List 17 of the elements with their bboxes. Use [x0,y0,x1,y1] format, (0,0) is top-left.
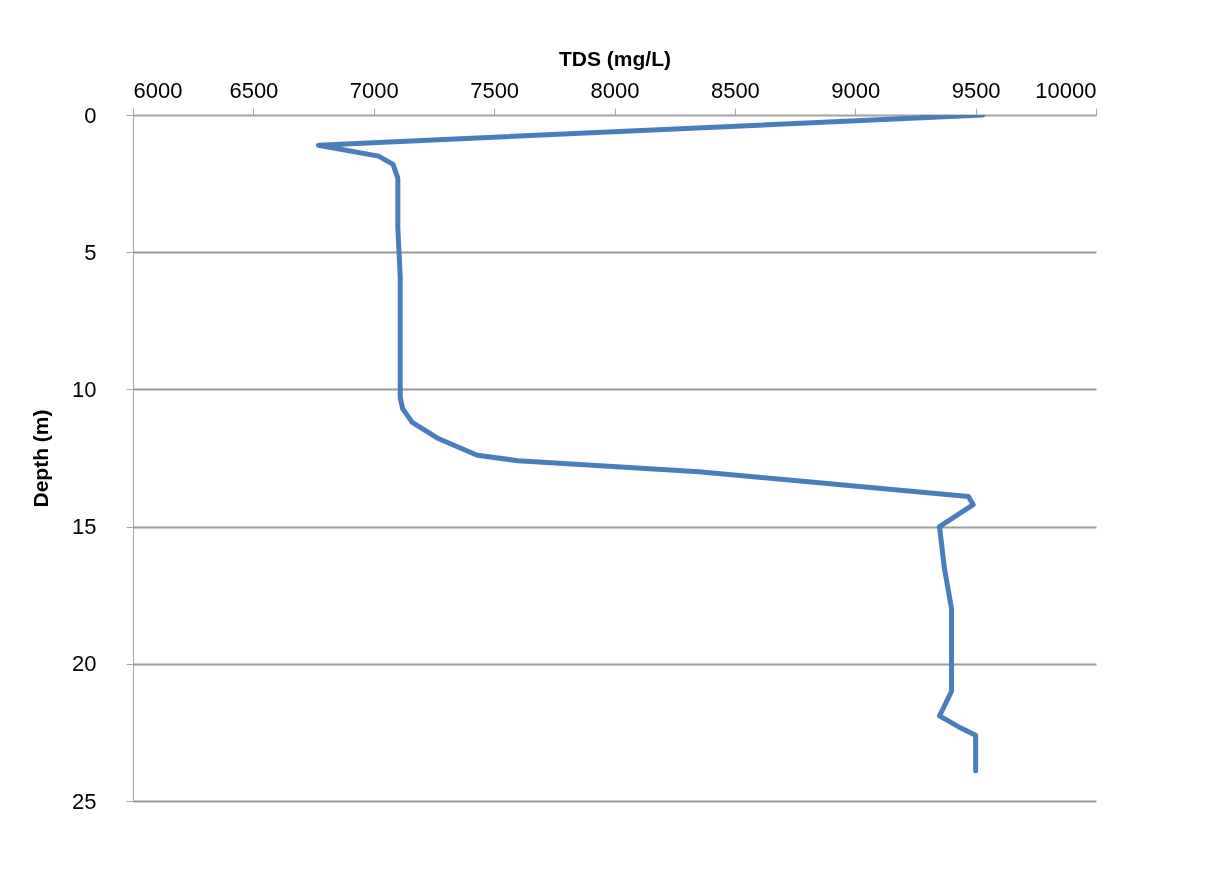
x-tick-label: 7000 [349,77,399,103]
x-tick-label: 9000 [831,77,881,103]
y-tick-label: 15 [72,514,97,540]
x-axis-title: TDS (mg/L) [559,46,671,70]
y-tick-label: 0 [84,102,97,128]
y-tick-label: 5 [84,239,97,265]
y-tick-label: 10 [72,376,97,402]
x-tick-label: 10000 [1035,77,1097,103]
y-axis-title: Depth (m) [29,409,53,508]
x-tick-label: 7500 [470,77,520,103]
x-tick-label: 6000 [133,77,183,103]
x-tick-label: 9500 [951,77,1001,103]
x-tick-label: 8500 [710,77,760,103]
y-tick-label: 20 [72,651,97,677]
x-tick-label: 6500 [229,77,279,103]
x-tick-label: 8000 [590,77,640,103]
y-tick-label: 25 [72,788,97,814]
